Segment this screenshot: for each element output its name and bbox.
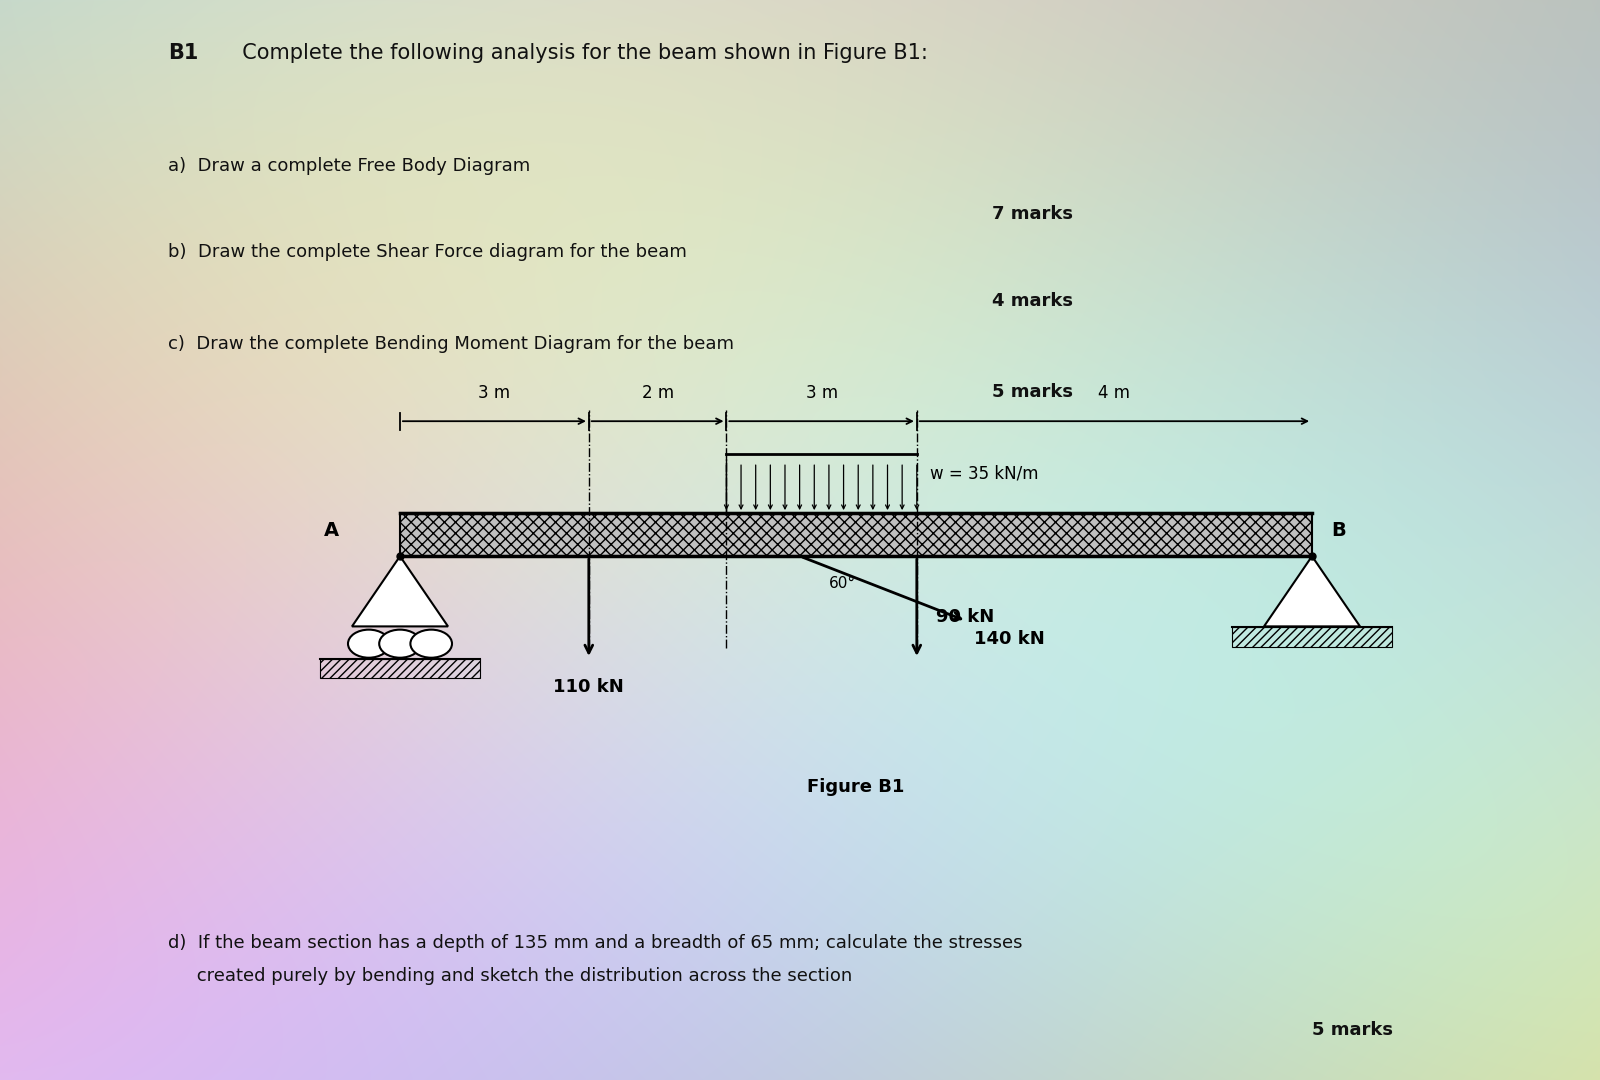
Text: w = 35 kN/m: w = 35 kN/m bbox=[930, 464, 1038, 483]
Text: 3 m: 3 m bbox=[478, 383, 510, 402]
Polygon shape bbox=[352, 556, 448, 626]
Bar bbox=[1232, 627, 1392, 647]
Text: created purely by bending and sketch the distribution across the section: created purely by bending and sketch the… bbox=[168, 967, 853, 985]
Text: 4 m: 4 m bbox=[1098, 383, 1130, 402]
Polygon shape bbox=[1264, 556, 1360, 626]
Text: 5 marks: 5 marks bbox=[992, 383, 1074, 402]
Text: Complete the following analysis for the beam shown in Figure B1:: Complete the following analysis for the … bbox=[229, 43, 928, 64]
Circle shape bbox=[349, 630, 390, 658]
Text: 5 marks: 5 marks bbox=[1312, 1021, 1394, 1039]
Text: a)  Draw a complete Free Body Diagram: a) Draw a complete Free Body Diagram bbox=[168, 157, 530, 175]
Text: b)  Draw the complete Shear Force diagram for the beam: b) Draw the complete Shear Force diagram… bbox=[168, 243, 686, 261]
Text: c)  Draw the complete Bending Moment Diagram for the beam: c) Draw the complete Bending Moment Diag… bbox=[168, 335, 734, 353]
Text: Figure B1: Figure B1 bbox=[808, 778, 904, 796]
Text: 60°: 60° bbox=[829, 576, 856, 591]
Text: B: B bbox=[1331, 521, 1346, 540]
Text: 110 kN: 110 kN bbox=[554, 678, 624, 697]
Text: 4 marks: 4 marks bbox=[992, 292, 1074, 310]
Bar bbox=[400, 513, 1312, 556]
Circle shape bbox=[410, 630, 453, 658]
Text: A: A bbox=[325, 521, 339, 540]
Text: 140 kN: 140 kN bbox=[974, 630, 1045, 648]
Text: 3 m: 3 m bbox=[805, 383, 838, 402]
Circle shape bbox=[379, 630, 421, 658]
Text: 90 kN: 90 kN bbox=[936, 607, 994, 625]
Text: d)  If the beam section has a depth of 135 mm and a breadth of 65 mm; calculate : d) If the beam section has a depth of 13… bbox=[168, 934, 1022, 953]
Bar bbox=[320, 659, 480, 678]
Text: B1: B1 bbox=[168, 43, 198, 64]
Text: 7 marks: 7 marks bbox=[992, 205, 1074, 224]
Text: 2 m: 2 m bbox=[642, 383, 674, 402]
